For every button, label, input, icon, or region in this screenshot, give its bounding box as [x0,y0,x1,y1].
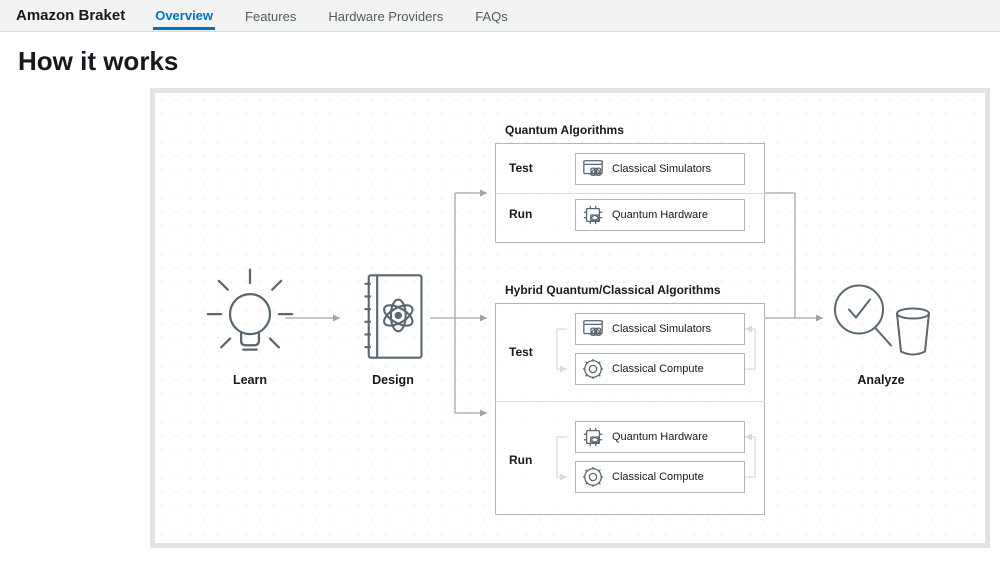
magnifier-check-bucket-icon [825,271,935,366]
product-name: Amazon Braket [16,7,125,24]
learn-label: Learn [210,373,290,387]
design-node [353,269,433,364]
item-label: Classical Compute [612,471,704,483]
tab-faqs[interactable]: FAQs [473,3,510,28]
section-title-hybrid: Hybrid Quantum/Classical Algorithms [505,283,721,297]
item-classical-compute-2: Classical Compute [575,461,745,493]
tab-features[interactable]: Features [243,3,298,28]
row-label-test-2: Test [509,345,533,359]
gear-icon [582,358,604,380]
analyze-label: Analyze [841,373,921,387]
diagram-frame: Learn Design [150,88,990,548]
item-label: Quantum Hardware [612,431,708,443]
gear-icon [582,466,604,488]
learn-node [205,263,295,363]
tab-overview[interactable]: Overview [153,2,215,30]
item-classical-simulators-2: Classical Simulators [575,313,745,345]
simulator-icon [582,318,604,340]
lightbulb-icon [205,263,295,363]
design-label: Design [353,373,433,387]
analyze-node [825,271,935,366]
simulator-icon [582,158,604,180]
tab-hardware[interactable]: Hardware Providers [326,3,445,28]
notebook-atom-icon [353,269,433,364]
page-title: How it works [0,32,1000,87]
divider [495,401,765,402]
item-label: Classical Simulators [612,323,711,335]
section-title-quantum: Quantum Algorithms [505,123,624,137]
item-label: Quantum Hardware [612,209,708,221]
item-quantum-hardware-2: Quantum Hardware [575,421,745,453]
item-label: Classical Simulators [612,163,711,175]
row-label-run-1: Run [509,207,532,221]
row-label-run-2: Run [509,453,532,467]
row-label-test-1: Test [509,161,533,175]
item-classical-simulators-1: Classical Simulators [575,153,745,185]
topnav: Amazon Braket Overview Features Hardware… [0,0,1000,32]
divider [495,193,765,194]
chip-icon [582,426,604,448]
chip-icon [582,204,604,226]
item-quantum-hardware-1: Quantum Hardware [575,199,745,231]
item-label: Classical Compute [612,363,704,375]
item-classical-compute-1: Classical Compute [575,353,745,385]
